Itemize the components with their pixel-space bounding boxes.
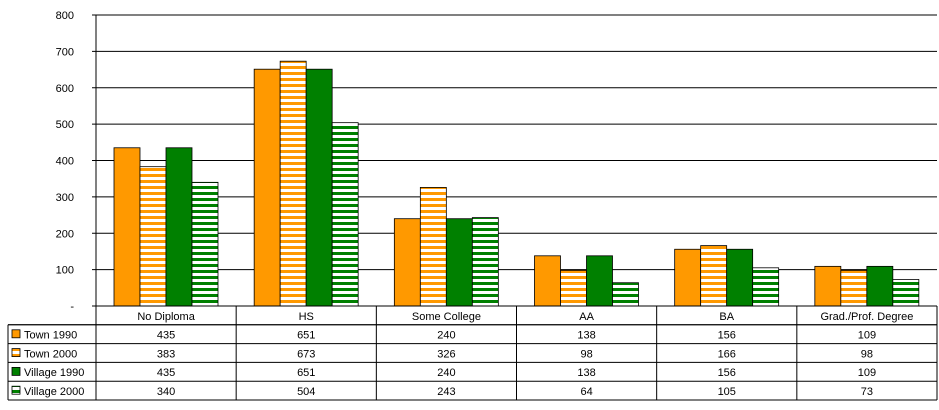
bar (814, 265, 842, 307)
gridlines (96, 14, 937, 307)
bar (393, 218, 421, 307)
y-tick-label: 800 (56, 10, 74, 22)
data-label: 435 (157, 330, 175, 342)
legend-swatch (11, 366, 21, 376)
data-label: 73 (861, 386, 873, 398)
bar (840, 269, 868, 307)
data-label: 98 (861, 348, 873, 360)
legend-swatch (11, 329, 21, 339)
bar (674, 248, 702, 307)
bar (726, 248, 754, 307)
bars (113, 60, 920, 307)
bar (752, 267, 780, 307)
y-tick-label: 200 (56, 228, 74, 240)
y-tick-label: 500 (56, 119, 74, 131)
data-label: 504 (297, 386, 315, 398)
data-label: 109 (858, 330, 876, 342)
legend-swatch (11, 348, 21, 358)
data-label: 243 (437, 386, 455, 398)
data-label: 435 (157, 367, 175, 379)
legend-label: Village 1990 (24, 367, 84, 379)
x-tick-label: Grad./Prof. Degree (820, 311, 913, 323)
y-tick-label: - (70, 301, 74, 313)
bar (471, 217, 499, 307)
legend-swatch (11, 385, 21, 395)
y-tick-label: 600 (56, 83, 74, 95)
x-tick-label: AA (579, 311, 594, 323)
bar (892, 279, 920, 307)
data-label: 156 (718, 330, 736, 342)
bar (253, 68, 281, 307)
data-label: 240 (437, 330, 455, 342)
bar (612, 282, 639, 307)
data-label: 326 (437, 348, 455, 360)
data-label: 673 (297, 348, 315, 360)
data-label: 109 (858, 367, 876, 379)
legend-label: Town 1990 (24, 330, 77, 342)
x-tick-label: BA (719, 311, 734, 323)
y-tick-label: 100 (56, 265, 74, 277)
y-tick-label: 400 (56, 156, 74, 168)
bar (191, 181, 219, 307)
x-tick-label: No Diploma (137, 311, 195, 323)
bar (139, 166, 167, 307)
y-tick-label: 700 (56, 46, 74, 58)
data-label: 240 (437, 367, 455, 379)
x-tick-label: Some College (412, 311, 481, 323)
data-label: 651 (297, 367, 315, 379)
bar (279, 60, 307, 307)
data-label: 64 (580, 386, 592, 398)
data-label: 651 (297, 330, 315, 342)
bar (700, 245, 728, 307)
bar (113, 147, 141, 307)
bar (866, 265, 894, 307)
data-label: 383 (157, 348, 175, 360)
data-label: 105 (718, 386, 736, 398)
bar (560, 269, 587, 307)
legend-label: Town 2000 (24, 348, 77, 360)
bar (419, 187, 447, 307)
bar (165, 147, 193, 307)
x-tick-label: HS (299, 311, 314, 323)
data-label: 166 (718, 348, 736, 360)
legend-label: Village 2000 (24, 386, 84, 398)
y-tick-label: 300 (56, 192, 74, 204)
bar (445, 218, 473, 307)
bar (305, 68, 333, 307)
data-label: 156 (718, 367, 736, 379)
bar (586, 255, 613, 307)
data-label: 98 (580, 348, 592, 360)
data-table: No Diploma HS Some College AA BA Grad./Prof. … (7, 305, 938, 401)
y-axis: - 100 200 300 400 500 600 700 800 (56, 10, 97, 313)
bar (534, 255, 561, 307)
data-label: 340 (157, 386, 175, 398)
data-label: 138 (577, 367, 595, 379)
bar (331, 122, 359, 307)
data-label: 138 (577, 330, 595, 342)
